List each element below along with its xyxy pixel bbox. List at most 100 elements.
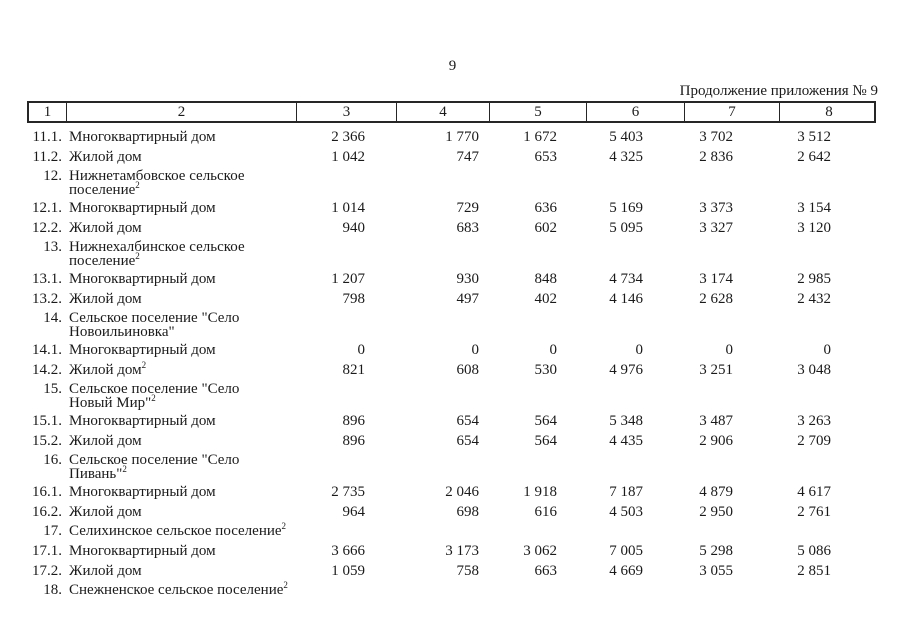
row-label-cell: Жилой дом2: [69, 360, 147, 379]
row-number-cell: 18.: [43, 582, 62, 598]
value-cell: [395, 382, 488, 411]
footnote-marker: 2: [283, 580, 288, 590]
value-cell: 2 836: [699, 149, 733, 165]
row-number-cell: 11.1.: [32, 129, 62, 145]
section-row: 14. Сельское поселение "Село Новоильиновка…: [27, 309, 876, 340]
row-label-cell: Сельское поселение "Село Новый Мир"2: [65, 382, 295, 411]
row-label-cell: Нижнехалбинское сельское поселение2: [65, 240, 295, 269]
value-cell: [585, 524, 683, 541]
value-cell: [295, 311, 395, 340]
value-cell: [778, 311, 876, 340]
value-cell: [778, 169, 876, 198]
value-cell: [295, 169, 395, 198]
value-cell: 896: [342, 433, 366, 449]
section-label-line: Нижнехалбинское сельское: [69, 239, 245, 255]
value-cell: 4 503: [609, 504, 643, 520]
value-cell: 4 976: [609, 362, 643, 378]
value-cell: 0: [471, 342, 480, 358]
value-cell: 3 702: [699, 129, 733, 145]
value-cell: [295, 240, 395, 269]
row-label-cell: Сельское поселение "Село Пивань"2: [65, 453, 295, 482]
value-cell: 5 169: [609, 200, 643, 216]
table-row: 15.1. Многоквартирный дом 896 654 564 5 348 3 …: [27, 411, 876, 431]
value-cell: 3 373: [699, 200, 733, 216]
section-label-line: поселение2: [69, 180, 140, 198]
row-number-cell: 14.1.: [32, 342, 62, 358]
value-cell: 3 173: [445, 543, 479, 559]
row-label-cell: Жилой дом: [69, 433, 142, 449]
value-cell: [683, 169, 778, 198]
value-cell: 0: [549, 342, 558, 358]
value-cell: 4 325: [609, 149, 643, 165]
header-cell: 1: [29, 103, 67, 121]
row-number-cell: 17.2.: [32, 563, 62, 579]
row-label-cell: Жилой дом: [69, 504, 142, 520]
value-cell: 5 298: [699, 543, 733, 559]
value-cell: [395, 311, 488, 340]
value-cell: 616: [534, 504, 558, 520]
value-cell: 7 187: [609, 484, 643, 500]
value-cell: 663: [534, 563, 558, 579]
footnote-marker: 2: [151, 393, 156, 403]
row-number-cell: 17.: [43, 523, 62, 539]
section-label-line: Сельское поселение "Село: [69, 381, 240, 397]
page-number: 9: [448, 58, 457, 74]
value-cell: 530: [534, 362, 558, 378]
value-cell: 602: [534, 220, 558, 236]
value-cell: 2 735: [331, 484, 365, 500]
row-label-cell: Многоквартирный дом: [69, 271, 216, 287]
value-cell: 0: [635, 342, 644, 358]
section-label-line: Новый Мир"2: [69, 393, 156, 411]
value-cell: [778, 382, 876, 411]
value-cell: 1 672: [523, 129, 557, 145]
row-label-cell: Нижнетамбовское сельское поселение2: [65, 169, 295, 198]
value-cell: 2 432: [797, 291, 831, 307]
row-number-cell: 16.1.: [32, 484, 62, 500]
table-body: 11.1. Многоквартирный дом 2 366 1 770 1 672 5…: [27, 127, 876, 600]
footnote-marker: 2: [122, 464, 127, 474]
section-row: 18. Снежненское сельское поселение2: [27, 581, 876, 600]
row-label-cell: Многоквартирный дом: [69, 200, 216, 216]
value-cell: 564: [534, 413, 558, 429]
value-cell: 1 207: [331, 271, 365, 287]
section-row: 17. Селихинское сельское поселение2: [27, 522, 876, 541]
row-number-cell: 13.1.: [32, 271, 62, 287]
row-label-cell: Селихинское сельское поселение2: [65, 522, 295, 541]
value-cell: 821: [342, 362, 366, 378]
table-row: 13.2. Жилой дом 798 497 402 4 146 2 628 2 432: [27, 289, 876, 309]
value-cell: 930: [456, 271, 480, 287]
row-number-cell: 17.1.: [32, 543, 62, 559]
value-cell: [488, 524, 585, 541]
section-label-line: Новоильиновка": [69, 324, 175, 340]
value-cell: 940: [342, 220, 366, 236]
table-row: 11.2. Жилой дом 1 042 747 653 4 325 2 836 2 642: [27, 147, 876, 167]
header-cell: 5: [490, 103, 587, 121]
value-cell: 5 086: [797, 543, 831, 559]
value-cell: 654: [456, 413, 480, 429]
value-cell: [295, 382, 395, 411]
value-cell: 5 403: [609, 129, 643, 145]
value-cell: 1 918: [523, 484, 557, 500]
section-label-line: Пивань"2: [69, 464, 127, 482]
value-cell: [683, 311, 778, 340]
value-cell: 3 263: [797, 413, 831, 429]
value-cell: 3 062: [523, 543, 557, 559]
value-cell: 5 348: [609, 413, 643, 429]
row-number-cell: 11.2.: [32, 149, 62, 165]
row-number-cell: 16.2.: [32, 504, 62, 520]
value-cell: 698: [456, 504, 480, 520]
row-label-cell: Сельское поселение "Село Новоильиновка": [65, 311, 295, 340]
row-label-cell: Жилой дом: [69, 563, 142, 579]
value-cell: [778, 524, 876, 541]
value-cell: [295, 583, 395, 600]
value-cell: [488, 583, 585, 600]
value-cell: 608: [456, 362, 480, 378]
value-cell: [395, 583, 488, 600]
value-cell: 729: [456, 200, 480, 216]
value-cell: 7 005: [609, 543, 643, 559]
value-cell: 3 174: [699, 271, 733, 287]
value-cell: [778, 583, 876, 600]
row-label-cell: Жилой дом: [69, 149, 142, 165]
